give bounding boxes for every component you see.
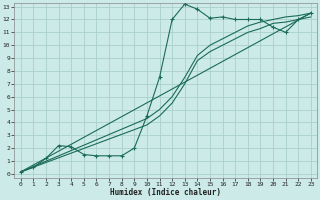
X-axis label: Humidex (Indice chaleur): Humidex (Indice chaleur) bbox=[110, 188, 221, 197]
